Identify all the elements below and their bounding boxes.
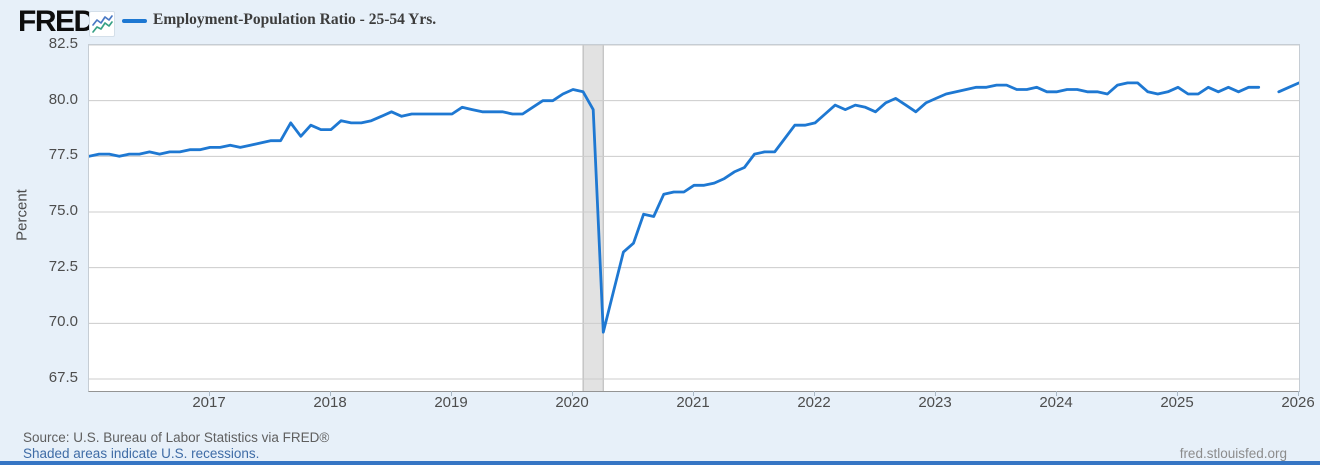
fred-logo[interactable]: FRED® xyxy=(18,5,100,39)
legend-line-swatch xyxy=(122,19,147,23)
y-tick-label: 77.5 xyxy=(48,146,78,164)
x-tick-label: 2019 xyxy=(434,394,468,411)
legend-series-label[interactable]: Employment-Population Ratio - 25-54 Yrs. xyxy=(153,11,437,28)
y-tick-label: 72.5 xyxy=(48,257,78,275)
x-tick-mark xyxy=(572,391,573,396)
chart-svg[interactable] xyxy=(89,45,1299,391)
recession-band xyxy=(583,45,604,391)
y-tick-label: 80.0 xyxy=(48,90,78,108)
x-tick-mark xyxy=(451,391,452,396)
x-tick-mark xyxy=(693,391,694,396)
x-tick-label: 2017 xyxy=(192,394,226,411)
x-tick-label: 2021 xyxy=(676,394,710,411)
site-link[interactable]: fred.stlouisfed.org xyxy=(1179,446,1287,461)
fred-logo-text: FRED xyxy=(18,5,95,38)
x-tick-label: 2022 xyxy=(797,394,831,411)
x-tick-label: 2026 xyxy=(1281,394,1315,411)
x-tick-mark xyxy=(209,391,210,396)
chart-plot-area[interactable] xyxy=(88,44,1300,392)
fred-sparkline-icon xyxy=(89,11,115,37)
x-tick-label: 2018 xyxy=(313,394,347,411)
x-tick-label: 2025 xyxy=(1160,394,1194,411)
y-tick-label: 70.0 xyxy=(48,313,78,331)
data-line[interactable] xyxy=(89,81,1261,334)
x-tick-mark xyxy=(1056,391,1057,396)
x-tick-label: 2024 xyxy=(1039,394,1073,411)
y-tick-label: 67.5 xyxy=(48,369,78,386)
chart-header: FRED® Employment-Population Ratio - 25-5… xyxy=(0,0,1320,42)
y-tick-label: 82.5 xyxy=(48,35,78,52)
source-text: Source: U.S. Bureau of Labor Statistics … xyxy=(23,430,330,445)
recession-note-link[interactable]: Shaded areas indicate U.S. recessions. xyxy=(23,446,260,461)
bottom-accent-bar xyxy=(0,461,1320,465)
data-line[interactable] xyxy=(1277,81,1299,94)
x-tick-label: 2020 xyxy=(555,394,589,411)
x-tick-mark xyxy=(814,391,815,396)
x-tick-label: 2023 xyxy=(918,394,952,411)
x-tick-mark xyxy=(1298,391,1299,396)
x-tick-mark xyxy=(935,391,936,396)
y-tick-label: 75.0 xyxy=(48,202,78,219)
x-tick-mark xyxy=(1177,391,1178,396)
x-tick-mark xyxy=(330,391,331,396)
